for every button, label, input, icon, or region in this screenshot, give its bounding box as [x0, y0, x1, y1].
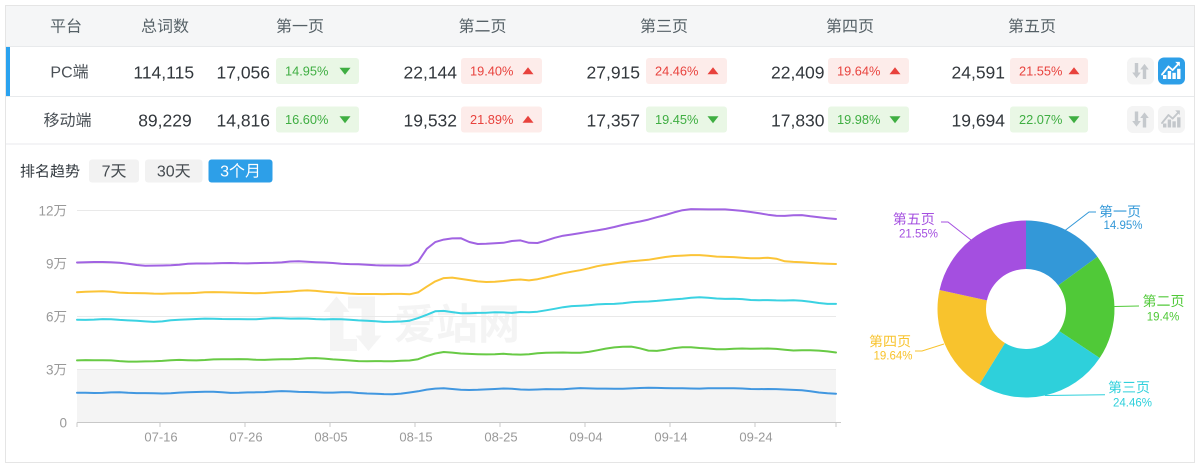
svg-text:19.98%: 19.98%: [837, 112, 880, 127]
svg-text:17,830: 17,830: [771, 110, 825, 130]
svg-text:09-24: 09-24: [739, 430, 772, 445]
svg-text:9: 9: [46, 256, 54, 271]
svg-text:27,915: 27,915: [587, 62, 641, 82]
svg-text:6: 6: [46, 309, 54, 324]
svg-text:7: 7: [102, 164, 111, 181]
svg-text:09-14: 09-14: [654, 430, 687, 445]
svg-text:0: 0: [60, 415, 68, 430]
svg-text:21.89%: 21.89%: [470, 112, 513, 127]
svg-text:19,694: 19,694: [952, 110, 1006, 130]
svg-text:22.07%: 22.07%: [1019, 112, 1062, 127]
svg-text:21.55%: 21.55%: [1019, 64, 1062, 79]
svg-text:19,532: 19,532: [404, 110, 458, 130]
svg-text:07-26: 07-26: [229, 430, 262, 445]
svg-text:24.46%: 24.46%: [1113, 398, 1152, 410]
svg-text:08-15: 08-15: [399, 430, 432, 445]
svg-text:14,816: 14,816: [217, 110, 271, 130]
svg-text:3: 3: [220, 164, 229, 181]
svg-text:08-25: 08-25: [484, 430, 517, 445]
svg-text:PC: PC: [50, 64, 72, 81]
svg-text:19.4%: 19.4%: [1147, 311, 1180, 323]
svg-text:114,115: 114,115: [133, 62, 194, 82]
svg-text:16.60%: 16.60%: [285, 112, 328, 127]
svg-text:22,144: 22,144: [404, 62, 458, 82]
svg-text:09-04: 09-04: [569, 430, 602, 445]
svg-text:08-05: 08-05: [314, 430, 347, 445]
svg-text:19.40%: 19.40%: [470, 64, 513, 79]
svg-text:19.64%: 19.64%: [837, 64, 880, 79]
svg-text:07-16: 07-16: [144, 430, 177, 445]
svg-text:14.95%: 14.95%: [1103, 220, 1142, 232]
svg-text:89,229: 89,229: [138, 110, 192, 130]
svg-text:24,591: 24,591: [952, 62, 1006, 82]
svg-text:30: 30: [157, 164, 175, 181]
svg-text:19.64%: 19.64%: [873, 351, 912, 363]
svg-text:19.45%: 19.45%: [655, 112, 698, 127]
svg-text:17,357: 17,357: [587, 110, 641, 130]
svg-text:22,409: 22,409: [771, 62, 825, 82]
svg-text:12: 12: [39, 203, 54, 218]
svg-text:3: 3: [46, 362, 54, 377]
svg-text:14.95%: 14.95%: [285, 64, 328, 79]
svg-text:21.55%: 21.55%: [899, 229, 938, 241]
svg-text:24.46%: 24.46%: [655, 64, 698, 79]
svg-text:17,056: 17,056: [217, 62, 271, 82]
